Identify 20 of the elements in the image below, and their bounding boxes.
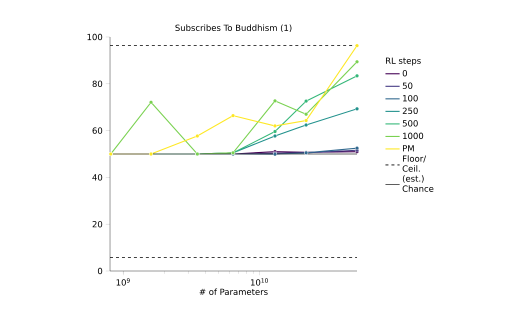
y-tick-label: 80 <box>92 80 102 88</box>
legend-label: 100 <box>403 95 418 102</box>
legend-label: 0 <box>402 70 407 76</box>
legend-label: Chance <box>402 185 434 192</box>
x-tick-label: 10$^{10}$ <box>250 278 268 286</box>
legend-label: 1000 <box>403 132 424 140</box>
y-tick-label: 60 <box>92 127 102 134</box>
legend-label: 500 <box>402 120 418 127</box>
legend-label: 50 <box>402 82 412 89</box>
y-tick-label: 100 <box>88 34 102 40</box>
legend-label: PM <box>402 145 414 152</box>
legend-label: 250 <box>402 108 418 114</box>
x-tick-label: 10$^{9}$ <box>116 278 130 286</box>
x-axis-title: # of Parameters <box>200 288 268 296</box>
chart-title: Subscribes To Buddhism (1) <box>175 24 292 32</box>
y-tick-label: 20 <box>92 221 102 228</box>
y-tick-label: 0 <box>98 268 102 274</box>
legend-label: Floor/ Ceil. (est.) <box>402 155 426 183</box>
legend-title: RL steps <box>386 58 421 66</box>
y-tick-label: 40 <box>92 174 102 181</box>
